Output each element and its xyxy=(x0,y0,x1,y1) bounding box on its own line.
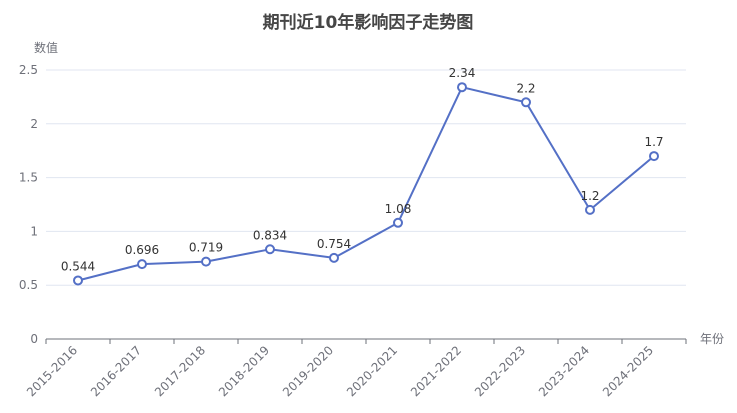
y-axis-name: 数值 xyxy=(34,40,58,55)
data-point[interactable] xyxy=(457,82,467,93)
y-tick-label: 1.5 xyxy=(19,171,38,185)
data-point[interactable] xyxy=(137,259,147,270)
data-point[interactable] xyxy=(649,151,659,162)
x-tick-label: 2023-2024 xyxy=(536,343,592,399)
data-label: 0.544 xyxy=(61,259,95,273)
data-label: 0.754 xyxy=(317,237,351,251)
x-tick-label: 2024-2025 xyxy=(600,343,656,399)
x-tick-label: 2017-2018 xyxy=(152,343,208,399)
series-impact-factor xyxy=(73,82,659,286)
y-tick-label: 0.5 xyxy=(19,278,38,292)
data-label: 1.7 xyxy=(644,135,663,149)
y-axis-ticks: 0 0.5 1 1.5 2 2.5 xyxy=(19,63,38,346)
y-tick-label: 1 xyxy=(30,224,38,238)
data-point[interactable] xyxy=(521,97,531,108)
data-label: 1.08 xyxy=(385,202,412,216)
chart-title: 期刊近10年影响因子走势图 xyxy=(263,12,474,33)
y-tick-label: 2 xyxy=(30,117,38,131)
x-tick-label: 2022-2023 xyxy=(472,343,528,399)
data-point[interactable] xyxy=(201,256,211,267)
data-point[interactable] xyxy=(585,204,595,215)
x-tick-label: 2021-2022 xyxy=(408,343,464,399)
data-point[interactable] xyxy=(73,275,83,286)
grid-lines xyxy=(46,69,686,286)
data-label: 1.2 xyxy=(580,189,599,203)
data-point[interactable] xyxy=(329,252,339,263)
x-tick-label: 2020-2021 xyxy=(344,343,400,399)
data-labels: 0.544 0.696 0.719 0.834 0.754 1.08 2.34 2.2 1.2 1… xyxy=(61,66,664,273)
data-point[interactable] xyxy=(393,217,403,228)
y-tick-label: 0 xyxy=(30,332,38,346)
y-tick-label: 2.5 xyxy=(19,63,38,77)
series-line xyxy=(77,86,655,282)
x-tick-label: 2019-2020 xyxy=(280,343,336,399)
x-tick-label: 2016-2017 xyxy=(88,343,144,399)
x-tick-label: 2015-2016 xyxy=(24,343,80,399)
data-point[interactable] xyxy=(265,244,275,255)
data-label: 0.696 xyxy=(125,243,159,257)
x-axis: 2015-2016 2016-2017 2017-2018 2018-2019 2019… xyxy=(24,338,687,399)
data-label: 0.719 xyxy=(189,241,223,255)
data-label: 0.834 xyxy=(253,228,287,242)
x-tick-label: 2018-2019 xyxy=(216,343,272,399)
data-label: 2.2 xyxy=(516,81,535,95)
data-label: 2.34 xyxy=(449,66,476,80)
x-axis-name: 年份 xyxy=(700,332,724,346)
